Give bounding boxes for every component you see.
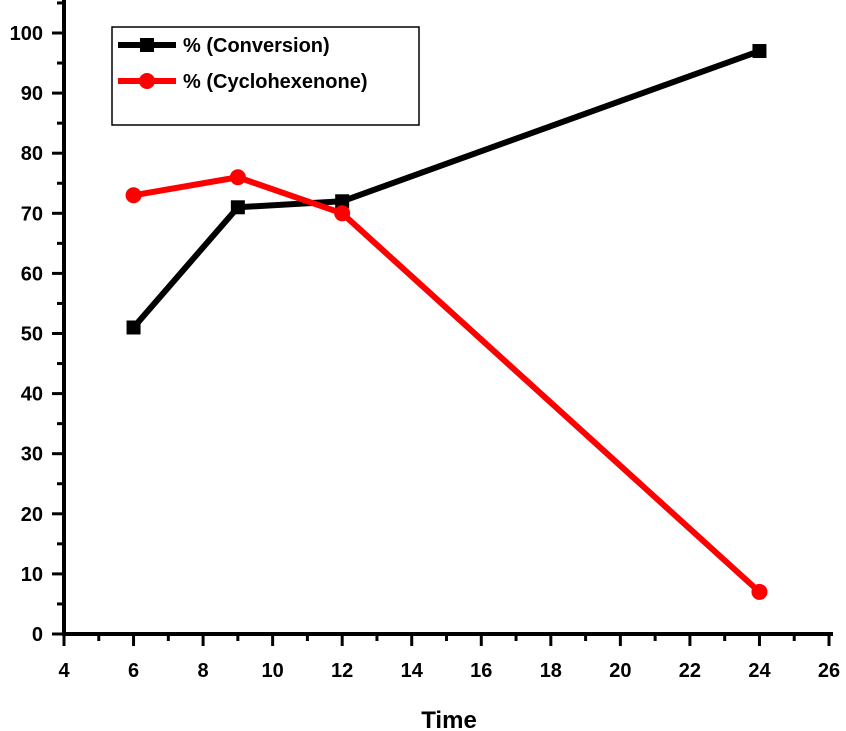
y-tick-label-20: 20 [21, 504, 43, 526]
legend-label-cyclohexenone: % (Cyclohexenone) [183, 71, 367, 93]
y-tick-label-70: 70 [21, 203, 43, 225]
y-tick-label-90: 90 [21, 83, 43, 105]
y-tick-label-0: 0 [32, 624, 43, 646]
x-tick-label-8: 8 [198, 660, 209, 682]
y-tick-label-10: 10 [21, 564, 43, 586]
data-point-cyclohexenone [229, 169, 246, 186]
y-tick-label-30: 30 [21, 444, 43, 466]
y-tick-labels: 0 10 20 30 40 50 60 70 80 90 100 [10, 23, 43, 646]
data-point-cyclohexenone [334, 205, 351, 222]
x-axis-title: Time [421, 707, 477, 731]
y-tick-label-80: 80 [21, 143, 43, 165]
x-tick-labels: 4 6 8 10 12 14 16 18 20 22 24 26 [58, 660, 840, 682]
x-tick-label-6: 6 [128, 660, 139, 682]
x-tick-label-4: 4 [58, 660, 70, 682]
data-point-conversion [752, 44, 767, 59]
y-tick-label-50: 50 [21, 324, 43, 346]
y-tick-label-40: 40 [21, 384, 43, 406]
data-point-conversion [126, 320, 141, 335]
x-tick-label-24: 24 [748, 660, 771, 682]
x-tick-label-12: 12 [331, 660, 353, 682]
legend: % (Conversion) % (Cyclohexenone) [111, 26, 420, 126]
legend-marker-conversion [140, 38, 154, 52]
series-line-conversion [130, 48, 763, 331]
y-tick-label-100: 100 [10, 23, 43, 45]
x-tick-label-26: 26 [818, 660, 840, 682]
data-point-cyclohexenone [751, 583, 768, 600]
series-layer [125, 44, 768, 600]
data-point-cyclohexenone [125, 187, 142, 204]
x-tick-label-10: 10 [262, 660, 284, 682]
x-tick-label-16: 16 [470, 660, 492, 682]
x-tick-label-20: 20 [609, 660, 631, 682]
series-line-cyclohexenone [130, 174, 763, 595]
legend-label-conversion: % (Conversion) [183, 35, 330, 57]
data-point-conversion [230, 200, 245, 215]
data-point-conversion [335, 194, 350, 209]
x-tick-label-22: 22 [679, 660, 701, 682]
x-tick-label-18: 18 [540, 660, 562, 682]
x-tick-label-14: 14 [401, 660, 424, 682]
y-tick-label-60: 60 [21, 263, 43, 285]
legend-marker-cyclohexenone [139, 73, 155, 89]
